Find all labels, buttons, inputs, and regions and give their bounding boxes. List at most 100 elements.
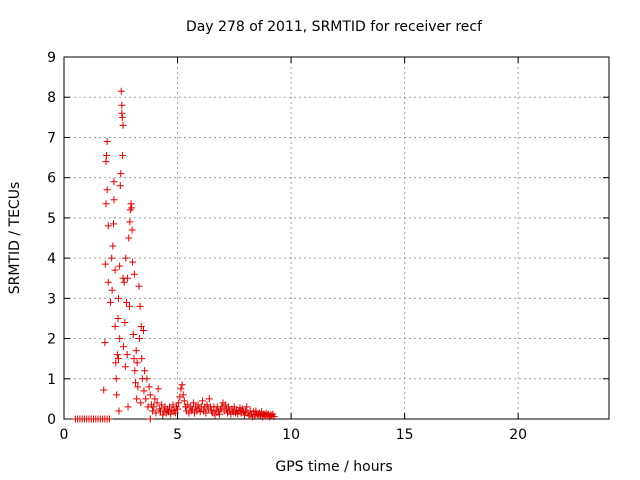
data-point <box>133 359 141 367</box>
x-tick-label: 5 <box>173 427 182 443</box>
data-point <box>154 385 162 393</box>
data-point <box>103 186 111 194</box>
data-point <box>111 322 119 330</box>
x-tick-label: 10 <box>282 427 300 443</box>
data-point <box>110 178 118 186</box>
data-point <box>135 282 143 290</box>
data-point <box>216 410 224 418</box>
data-point <box>109 242 117 250</box>
data-point <box>196 408 204 416</box>
y-tick-label: 4 <box>47 251 56 267</box>
data-point <box>104 222 112 230</box>
data-point <box>141 367 149 375</box>
data-point <box>125 234 133 242</box>
data-point <box>132 379 140 387</box>
data-point <box>150 403 158 411</box>
y-tick-label: 5 <box>47 211 56 227</box>
data-point <box>105 415 113 423</box>
data-point <box>174 405 182 413</box>
data-point <box>129 331 137 339</box>
data-point <box>108 254 116 262</box>
data-point <box>118 101 126 109</box>
data-point <box>140 387 148 395</box>
data-point <box>102 158 110 166</box>
y-tick-label: 3 <box>47 291 56 307</box>
axis-ticks: 0 5 10 15 20 0 1 2 3 4 5 6 7 8 9 <box>47 50 609 443</box>
data-point <box>180 397 188 405</box>
data-point <box>130 355 138 363</box>
y-tick-label: 0 <box>47 412 56 428</box>
x-tick-label: 0 <box>60 427 69 443</box>
data-point <box>189 399 197 407</box>
data-point <box>116 335 124 343</box>
data-point <box>134 383 142 391</box>
data-point <box>270 413 278 421</box>
plot-frame <box>63 56 610 420</box>
y-tick-label: 1 <box>47 372 56 388</box>
data-point <box>177 385 185 393</box>
data-point <box>112 359 120 367</box>
data-point <box>110 220 118 228</box>
data-point <box>127 200 135 208</box>
data-point <box>146 415 154 423</box>
data-point <box>137 322 145 330</box>
data-point <box>205 395 213 403</box>
data-point <box>175 399 183 407</box>
data-points <box>71 87 278 423</box>
data-point <box>152 409 160 417</box>
data-point <box>102 152 110 160</box>
data-point <box>171 409 179 417</box>
data-point <box>199 397 207 405</box>
data-point <box>119 343 127 351</box>
data-point <box>143 375 151 383</box>
data-point <box>119 121 127 129</box>
data-point <box>116 262 124 270</box>
data-point <box>117 170 125 178</box>
data-point <box>111 266 119 274</box>
x-tick-label: 20 <box>509 427 527 443</box>
data-point <box>113 391 121 399</box>
y-tick-label: 6 <box>47 171 56 187</box>
data-point <box>114 314 122 322</box>
data-point <box>132 347 140 355</box>
data-point <box>138 355 146 363</box>
chart-title: Day 278 of 2011, SRMTID for receiver rec… <box>186 19 483 35</box>
data-point <box>135 335 143 343</box>
data-point <box>130 270 138 278</box>
y-tick-label: 8 <box>47 90 56 106</box>
data-point <box>167 410 175 418</box>
data-point <box>124 403 132 411</box>
data-point <box>179 391 187 399</box>
data-point <box>136 302 144 310</box>
data-point <box>133 395 141 403</box>
y-tick-label: 9 <box>47 50 56 66</box>
data-point <box>118 113 126 121</box>
y-axis-label: SRMTID / TECUs <box>7 182 23 295</box>
data-point <box>103 137 111 145</box>
data-point <box>120 278 128 286</box>
data-point <box>126 218 134 226</box>
data-point <box>124 274 132 282</box>
data-point <box>104 278 112 286</box>
data-point <box>142 395 150 403</box>
data-point <box>202 409 210 417</box>
x-tick-label: 15 <box>396 427 414 443</box>
data-point <box>102 200 110 208</box>
data-point <box>107 298 115 306</box>
data-point <box>234 410 242 418</box>
data-point <box>101 260 109 268</box>
data-point <box>178 381 186 389</box>
data-point <box>121 363 129 371</box>
data-point <box>122 254 130 262</box>
data-point <box>128 204 136 212</box>
data-point <box>151 395 159 403</box>
y-tick-label: 2 <box>47 332 56 348</box>
data-point <box>243 403 251 411</box>
data-point <box>145 383 153 391</box>
grid-lines <box>64 57 609 419</box>
data-point <box>131 367 139 375</box>
data-point <box>122 298 130 306</box>
data-point <box>119 152 127 160</box>
data-point <box>153 399 161 407</box>
